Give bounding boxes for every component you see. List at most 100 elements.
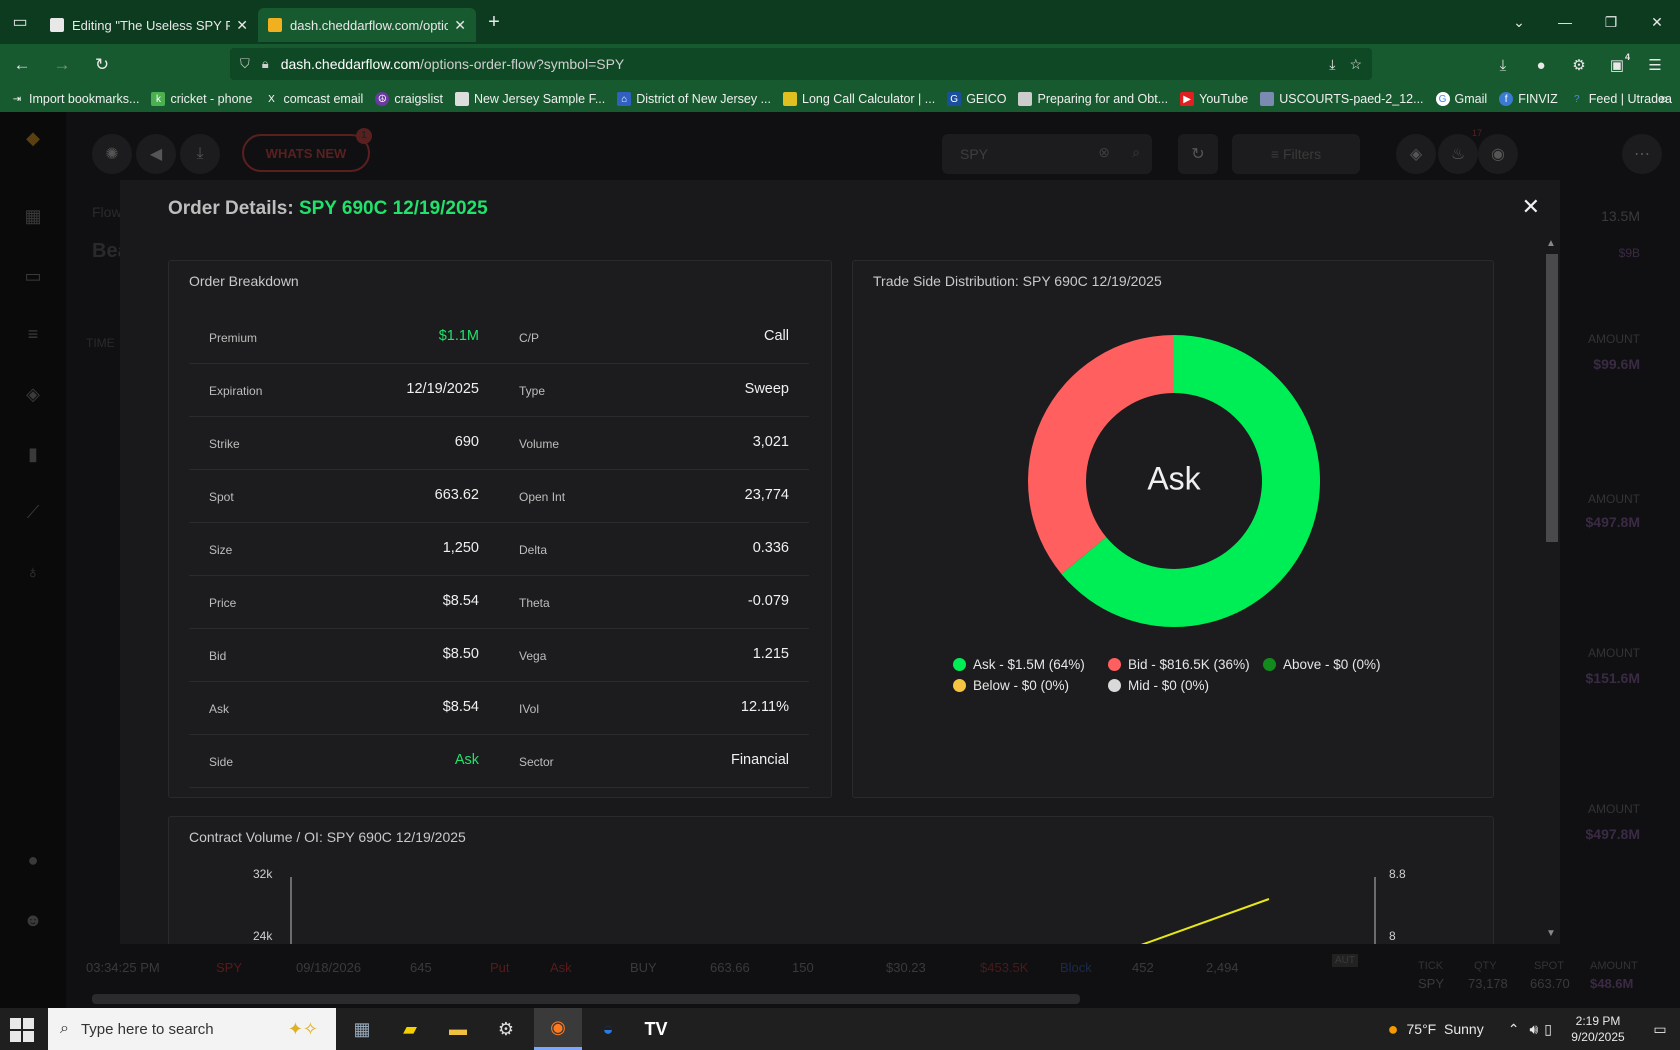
file-explorer-app-icon[interactable]: ▬	[449, 1018, 467, 1039]
minimize-icon[interactable]: —	[1558, 14, 1572, 30]
bookmark-item[interactable]: ? Feed | Utradea	[1570, 92, 1672, 106]
openai-icon[interactable]: ✺	[92, 134, 132, 174]
close-icon[interactable]: ✕	[1521, 194, 1540, 219]
bar-chart-icon[interactable]: ▮	[28, 444, 38, 464]
back-icon[interactable]: ←	[13, 55, 31, 74]
layers-icon[interactable]: ◈	[26, 384, 40, 404]
row-key: Ask	[209, 702, 230, 716]
dashboard-icon[interactable]: ▦	[24, 206, 42, 226]
save-page-icon[interactable]: ⤓	[1329, 55, 1336, 72]
extension-badge-icon[interactable]: ▣ 4	[1609, 52, 1630, 74]
legend-item-above[interactable]: Above - $0 (0%)	[1263, 657, 1381, 672]
whats-new-button[interactable]: WHATS NEW 1	[242, 128, 372, 172]
row-value: -0.079	[747, 593, 789, 609]
legend-item-bid[interactable]: Bid - $816.5K (36%)	[1108, 657, 1250, 672]
scroll-up-icon[interactable]: ▲	[1546, 238, 1556, 249]
downloads-icon[interactable]: ⤓	[1499, 56, 1507, 74]
restore-icon[interactable]: ❐	[1604, 13, 1618, 30]
sparkle-icon: ✦✧	[287, 1018, 318, 1039]
close-tab-icon[interactable]: ✕	[236, 16, 248, 33]
bookmark-item[interactable]: k cricket - phone	[151, 92, 252, 106]
windows-taskbar: ⌕ Type here to search ✦✧ ▦ ▰ ▬ ⚙ ◉ ◒ TV …	[0, 1008, 1680, 1050]
scroll-down-icon[interactable]: ▼	[1546, 928, 1556, 939]
download-icon[interactable]: ⤓	[180, 134, 220, 174]
bookmark-item[interactable]: New Jersey Sample F...	[454, 92, 605, 106]
more-options-icon[interactable]: ⋯	[1622, 134, 1662, 174]
tab-editing-report[interactable]: Editing "The Useless SPY Report ✕	[40, 8, 258, 42]
bookmark-item[interactable]: ☮ craigslist	[375, 92, 443, 106]
volume-icon[interactable]: 🔊︎	[1529, 1020, 1539, 1037]
notifications-icon[interactable]: ▭	[1653, 1020, 1667, 1037]
donut-slice-bid[interactable]	[1028, 335, 1174, 575]
bookmark-item[interactable]: G Gmail	[1435, 92, 1487, 106]
bookmark-item[interactable]: ⇥ Import bookmarks...	[10, 92, 140, 106]
reload-icon[interactable]: ↻	[94, 55, 110, 74]
account-icon[interactable]: ●	[1536, 56, 1546, 74]
close-window-icon[interactable]: ✕	[1651, 13, 1663, 30]
layers-toggle-icon[interactable]: ◈	[1396, 134, 1436, 174]
bookmark-label: Feed | Utradea	[1588, 92, 1672, 106]
peace-icon: ☮	[375, 92, 390, 106]
fire-icon[interactable]: ♨ 17	[1438, 128, 1482, 174]
taskbar-search-input[interactable]: ⌕ Type here to search ✦✧	[48, 1008, 336, 1050]
close-tab-icon[interactable]: ✕	[454, 16, 466, 33]
windows-start-icon[interactable]	[10, 1018, 34, 1042]
calendar-icon[interactable]: ▭	[24, 266, 42, 286]
sticky-notes-app-icon[interactable]: ▰	[403, 1018, 417, 1039]
eye-icon[interactable]: ◉	[1478, 134, 1518, 174]
firefox-app-icon[interactable]: ◉	[534, 1008, 582, 1050]
clear-search-icon[interactable]: ⊗	[1098, 144, 1110, 160]
bookmark-item[interactable]: f FINVIZ	[1499, 92, 1558, 106]
lock-icon[interactable]: 🔒︎	[261, 56, 269, 71]
tab-list-icon[interactable]: ▭	[12, 14, 28, 31]
forward-icon[interactable]: →	[53, 55, 71, 74]
bookmark-item[interactable]: G GEICO	[947, 92, 1006, 106]
bookmark-label: FINVIZ	[1518, 92, 1558, 106]
weather-icon[interactable]: ●	[1387, 1018, 1399, 1039]
extensions-icon[interactable]: ⚙	[1572, 57, 1586, 74]
donut-slice-ask[interactable]	[1061, 335, 1320, 627]
legend-item-mid[interactable]: Mid - $0 (0%)	[1108, 678, 1209, 693]
sound-icon[interactable]: ◀	[136, 134, 176, 174]
language-icon[interactable]: ▯	[1544, 1020, 1552, 1037]
bookmarks-overflow-icon[interactable]: »	[1660, 90, 1668, 106]
address-bar[interactable]: ⛉ 🔒︎ dash.cheddarflow.com/options-order-…	[230, 48, 1372, 80]
menu-icon[interactable]: ☰	[1648, 57, 1662, 74]
list-icon[interactable]: ≡	[27, 324, 39, 344]
bookmark-item[interactable]: USCOURTS-paed-2_12...	[1260, 92, 1424, 106]
bookmark-item[interactable]: ▶ YouTube	[1180, 92, 1248, 106]
refresh-icon[interactable]: ↻	[1178, 134, 1218, 174]
clock[interactable]: 2:19 PM 9/20/2025	[1556, 1013, 1640, 1045]
webull-app-icon[interactable]: ◒	[602, 1018, 614, 1039]
scrollbar-thumb[interactable]	[1546, 254, 1558, 542]
bookmark-label: Preparing for and Obt...	[1037, 92, 1169, 106]
symbol-search-input[interactable]: SPY ⊗ ⌕	[942, 134, 1152, 174]
volume-series-line	[1140, 898, 1270, 944]
lightbulb-icon[interactable]: ♁	[26, 562, 40, 582]
search-icon[interactable]: ⌕	[1132, 144, 1140, 160]
horizontal-scrollbar[interactable]	[92, 994, 1080, 1004]
modal-scrollbar[interactable]: ▲ ▼	[1544, 238, 1560, 939]
shield-icon[interactable]: ⛉	[240, 56, 250, 71]
tray-overflow-icon[interactable]: ⌃	[1507, 1020, 1520, 1037]
legend-item-below[interactable]: Below - $0 (0%)	[953, 678, 1069, 693]
new-tab-button[interactable]: +	[488, 10, 500, 33]
bookmark-star-icon[interactable]: ☆	[1349, 55, 1362, 72]
filters-button[interactable]: ≡ Filters	[1232, 134, 1360, 174]
tab-cheddarflow[interactable]: dash.cheddarflow.com/options- ✕	[258, 8, 476, 42]
flow-row[interactable]: 03:34:25 PM SPY 09/18/2026 645 Put Ask B…	[66, 950, 1386, 986]
calculator-app-icon[interactable]: ▦	[353, 1018, 371, 1039]
bookmark-item[interactable]: ⌂ District of New Jersey ...	[617, 92, 771, 106]
row-key: Type	[519, 384, 546, 398]
tradingview-app-icon[interactable]: TV	[644, 1018, 668, 1039]
settings-app-icon[interactable]: ⚙	[497, 1018, 515, 1039]
line-chart-icon[interactable]: ⟋	[26, 502, 40, 522]
user-icon[interactable]: ☻	[23, 910, 43, 930]
bookmark-item[interactable]: Long Call Calculator | ...	[783, 92, 935, 106]
logo-icon[interactable]: ◆	[26, 128, 40, 148]
legend-item-ask[interactable]: Ask - $1.5M (64%)	[953, 657, 1085, 672]
weather-text[interactable]: 75°F Sunny	[1406, 1021, 1484, 1037]
tab-overflow-icon[interactable]: ⌄	[1513, 13, 1525, 30]
bookmark-item[interactable]: Preparing for and Obt...	[1018, 92, 1168, 106]
